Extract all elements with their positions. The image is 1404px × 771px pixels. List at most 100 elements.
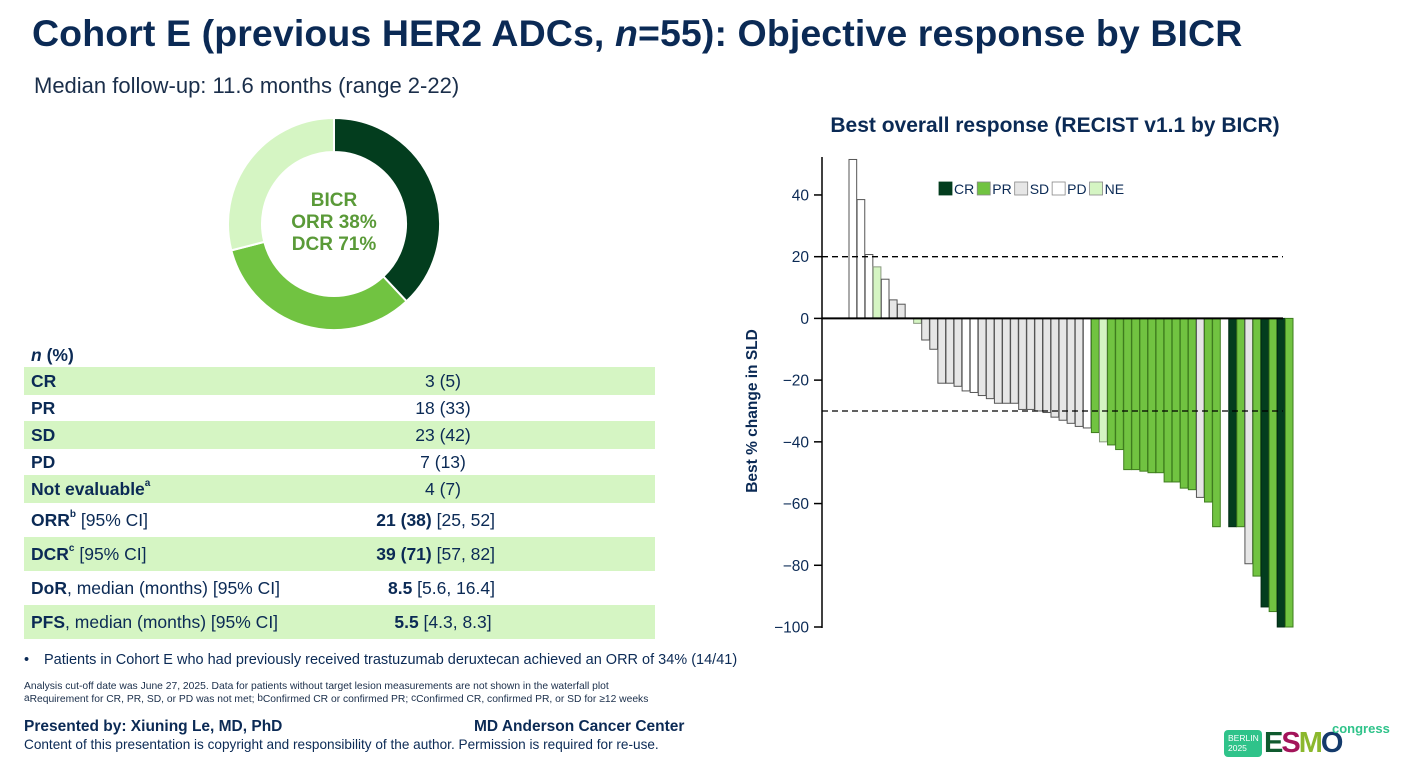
legend-label-sd: SD xyxy=(1030,181,1049,197)
table-header-row: n (%) xyxy=(24,343,655,367)
bar-sd xyxy=(1042,317,1052,414)
bar-sd xyxy=(1018,317,1027,410)
donut-segment-2 xyxy=(227,116,335,252)
row-label: Not evaluablea xyxy=(24,477,391,500)
row-value-ci: [4.3, 8.3] xyxy=(418,611,492,632)
footnote-marker: c xyxy=(68,542,75,554)
row-value: 4 (7) xyxy=(425,478,461,499)
bar-sd xyxy=(1058,317,1068,421)
bar-pd xyxy=(864,254,874,319)
row-label-rest: , median (months) [95% CI] xyxy=(65,611,279,632)
bar-sd xyxy=(953,317,963,387)
bar-pr xyxy=(1187,317,1197,491)
title-text-end: =55): Objective response by BICR xyxy=(637,12,1243,54)
y-axis-label: Best % change in SLD xyxy=(744,329,761,493)
legend-swatch-cr xyxy=(938,181,953,196)
chart-legend: CR PR SD PD NE xyxy=(938,181,1124,197)
logo-letter: S xyxy=(1281,727,1300,759)
title-n-italic: n xyxy=(614,12,638,54)
row-label: SD xyxy=(31,424,56,445)
row-label-bold: ORR xyxy=(31,509,70,530)
table-row-dcr: DCRc [95% CI] 39 (71) [57, 82] xyxy=(24,537,655,571)
footnote-b-text: Confirmed CR or confirmed PR; xyxy=(262,694,412,705)
bar-pr xyxy=(1284,317,1294,628)
logo-wordmark: ESMO xyxy=(1264,727,1343,759)
header-n: n xyxy=(31,344,42,365)
row-label: CR xyxy=(31,370,57,391)
bar-pd xyxy=(961,317,971,392)
bar-pr xyxy=(1204,317,1213,503)
bar-pd xyxy=(848,158,858,319)
bar-sd xyxy=(896,303,906,319)
table-row-pr: PR 18 (33) xyxy=(24,395,655,421)
bar-cr xyxy=(1260,317,1270,608)
bar-sd xyxy=(1010,317,1019,404)
footnote-a-text: Requirement for CR, PR, SD, or PD was no… xyxy=(29,694,258,705)
logo-city-badge: BERLIN 2025 xyxy=(1224,730,1262,757)
row-label-bold: PFS xyxy=(31,611,66,632)
row-label: DoR, median (months) [95% CI] xyxy=(24,578,388,599)
bar-pr xyxy=(1115,317,1124,451)
chart-title: Best overall response (RECIST v1.1 by BI… xyxy=(830,114,1280,137)
bar-sd xyxy=(929,317,938,350)
footnote-marker-b: b xyxy=(257,693,263,704)
table-header-label: n (%) xyxy=(24,345,391,366)
row-value: 3 (5) xyxy=(425,370,461,391)
bar-pr xyxy=(1147,317,1157,474)
bar-pr xyxy=(1139,317,1149,472)
bar-pr xyxy=(1107,317,1116,446)
bars-layer xyxy=(848,158,1294,628)
row-label-text: Not evaluable xyxy=(31,478,145,499)
table-row-sd: SD 23 (42) xyxy=(24,421,655,449)
legend-label-cr: CR xyxy=(954,181,974,197)
y-tick-label: 20 xyxy=(792,249,810,266)
row-label-rest: [95% CI] xyxy=(74,543,147,564)
bar-pd xyxy=(880,278,890,319)
legend-label-pr: PR xyxy=(992,181,1011,197)
row-value: 5.5 [4.3, 8.3] xyxy=(391,612,655,633)
bullet-symbol: • xyxy=(24,652,30,668)
row-label: PD xyxy=(31,451,56,472)
median-follow-up: Median follow-up: 11.6 months (range 2-2… xyxy=(34,73,460,98)
table-row-pd: PD 7 (13) xyxy=(24,449,655,475)
bar-sd xyxy=(1034,317,1044,412)
footnote-marker: b xyxy=(69,508,76,520)
key-finding-bullet: • Patients in Cohort E who had previously… xyxy=(24,652,737,668)
table-row-pfs: PFS, median (months) [95% CI] 5.5 [4.3, … xyxy=(24,605,655,639)
legend-swatch-sd xyxy=(1014,181,1029,196)
page-title: Cohort E (previous HER2 ADCs, n=55): Obj… xyxy=(32,12,1242,55)
footnote-marker: a xyxy=(144,477,151,489)
bar-sd xyxy=(1244,317,1254,565)
copyright-notice: Content of this presentation is copyrigh… xyxy=(24,737,659,752)
footnote-marker-c: c xyxy=(411,693,417,704)
bar-cr xyxy=(1228,317,1237,528)
orr-dcr-donut-chart xyxy=(227,116,441,331)
y-tick-label: 0 xyxy=(800,311,809,328)
institution: MD Anderson Cancer Center xyxy=(474,718,685,735)
row-label: ORRb [95% CI] xyxy=(24,508,376,531)
table-row-not-evaluable: Not evaluablea 4 (7) xyxy=(24,475,655,503)
row-value-ci: [57, 82] xyxy=(431,543,495,564)
bar-pr xyxy=(1212,317,1221,528)
bar-sd xyxy=(1026,317,1035,410)
donut-label-orr: ORR 38% xyxy=(291,212,377,233)
legend-swatch-pd xyxy=(1051,181,1066,196)
bar-sd xyxy=(1050,317,1060,418)
bar-pd xyxy=(856,199,866,319)
bar-pd xyxy=(969,317,979,393)
bar-sd xyxy=(1002,317,1011,404)
table-row-orr: ORRb [95% CI] 21 (38) [25, 52] xyxy=(24,503,655,537)
y-tick-label: −100 xyxy=(774,620,809,637)
bar-pr xyxy=(1171,317,1181,483)
bar-ne xyxy=(872,266,882,319)
row-value-bold: 8.5 xyxy=(387,577,413,598)
reference-lines xyxy=(822,256,1283,412)
y-tick-label: −60 xyxy=(783,496,810,513)
row-value: 8.5 [5.6, 16.4] xyxy=(388,578,655,599)
legend-swatch-ne xyxy=(1089,181,1103,196)
logo-letter: M xyxy=(1298,727,1323,759)
row-value: 39 (71) [57, 82] xyxy=(376,544,655,565)
row-value-bold: 5.5 xyxy=(394,611,419,632)
table-row-cr: CR 3 (5) xyxy=(24,367,655,395)
bullet-text: Patients in Cohort E who had previously … xyxy=(44,652,738,668)
